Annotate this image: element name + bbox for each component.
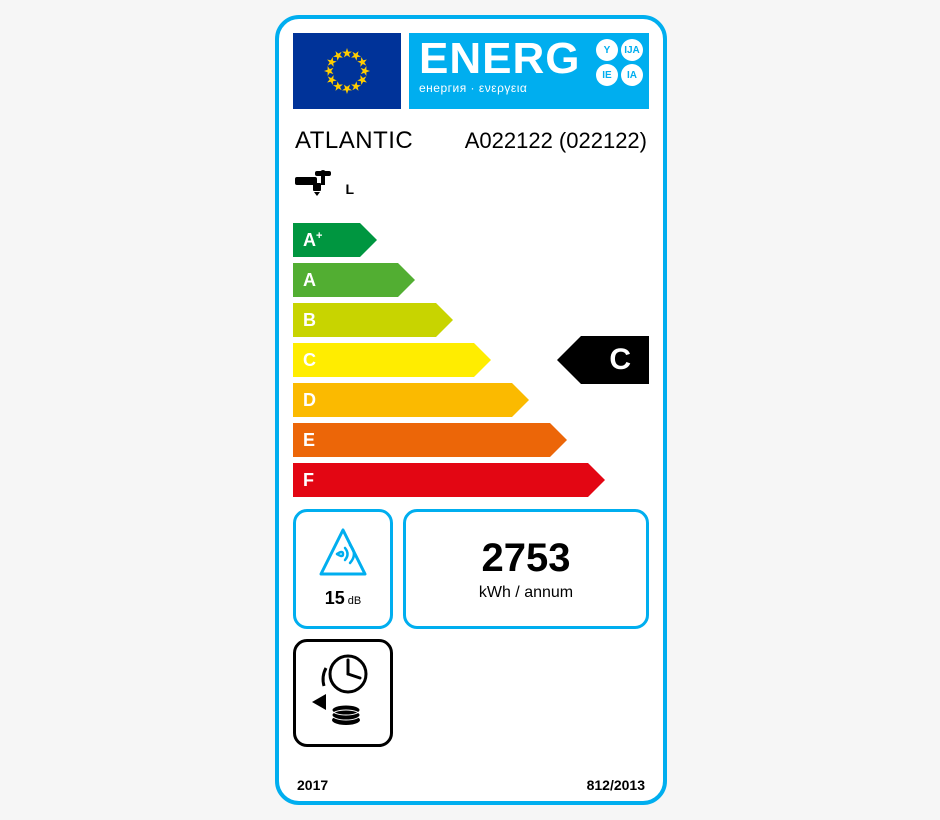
class-bar-label: A+ <box>303 230 322 251</box>
brand-name: ATLANTIC <box>295 127 413 155</box>
eu-flag <box>293 33 401 109</box>
noise-box: 15dB <box>293 509 393 629</box>
energ-block: ENERG енергия · ενεργεια Y IJA IE IA <box>409 33 649 109</box>
class-bar-label: D <box>303 390 316 411</box>
noise-icon <box>315 526 371 582</box>
consumption-box: 2753 kWh / annum <box>403 509 649 629</box>
energy-label: ENERG енергия · ενεργεια Y IJA IE IA ATL… <box>275 15 667 805</box>
suffix-ia: IA <box>621 64 643 86</box>
product-row: ATLANTIC A022122 (022122) <box>293 127 649 155</box>
class-bar-label: C <box>303 350 316 371</box>
offpeak-box <box>293 639 393 747</box>
product-class-letter: C <box>609 343 631 377</box>
class-bar-A+: A+ <box>293 223 649 257</box>
consumption-value: 2753 <box>482 538 571 578</box>
noise-unit: dB <box>348 595 361 607</box>
class-bar-label: A <box>303 270 316 291</box>
model-number: A022122 (022122) <box>465 128 647 154</box>
class-bar-E: E <box>293 423 649 457</box>
eu-stars-icon <box>312 41 382 101</box>
suffix-ie: IE <box>596 64 618 86</box>
offpeak-icon <box>304 650 384 738</box>
consumption-unit: kWh / annum <box>479 584 573 602</box>
tap-profile: L <box>293 167 649 197</box>
footer-year: 2017 <box>297 777 328 793</box>
boxes-row: 15dB 2753 kWh / annum <box>293 509 649 629</box>
load-profile: L <box>345 181 354 197</box>
class-bar-label: E <box>303 430 315 451</box>
class-bar-B: B <box>293 303 649 337</box>
class-bar-label: F <box>303 470 314 491</box>
suffix-ija: IJA <box>621 39 643 61</box>
noise-value-row: 15dB <box>304 588 382 609</box>
suffix-circles: Y IJA IE IA <box>596 39 643 86</box>
energy-scale: A+ABCDEF C <box>293 223 649 503</box>
footer-row: 2017 812/2013 <box>297 777 645 793</box>
class-bar-A: A <box>293 263 649 297</box>
tap-icon <box>295 167 339 197</box>
header-bar: ENERG енергия · ενεργεια Y IJA IE IA <box>293 33 649 109</box>
noise-value: 15 <box>325 588 345 608</box>
class-bar-F: F <box>293 463 649 497</box>
suffix-y: Y <box>596 39 618 61</box>
class-bar-label: B <box>303 310 316 331</box>
footer-regulation: 812/2013 <box>587 777 645 793</box>
class-pointer: C <box>557 336 649 389</box>
